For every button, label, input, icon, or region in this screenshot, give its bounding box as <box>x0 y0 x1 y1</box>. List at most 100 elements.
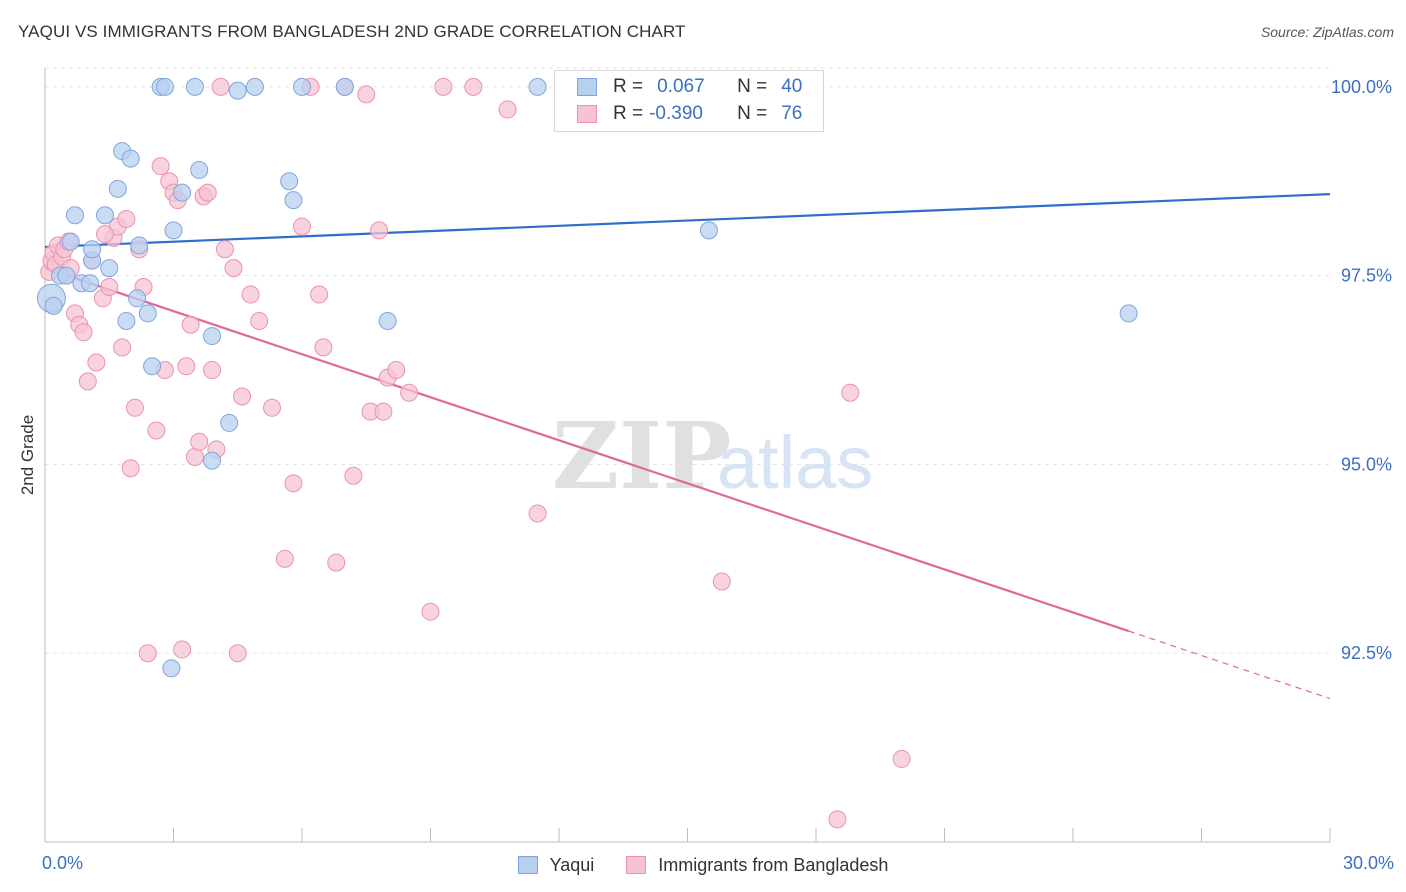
yaqui-point <box>173 183 192 202</box>
stats-legend: R = 0.067 N = 40 R = -0.390 N = 76 <box>554 70 824 132</box>
yaqui-point <box>190 160 209 179</box>
yaqui-point <box>293 77 311 96</box>
yaqui-point <box>80 274 99 293</box>
watermark-atlas: atlas <box>717 421 873 504</box>
yaqui-point <box>57 266 76 285</box>
gridlines <box>45 67 1330 654</box>
yaqui-point <box>164 221 183 240</box>
yaqui-point <box>335 77 354 96</box>
bangladesh-point <box>841 383 860 402</box>
bangladesh-point <box>224 259 243 278</box>
bangladesh-point <box>95 225 114 244</box>
bangladesh-point <box>250 311 269 330</box>
bangladesh-point <box>892 749 911 768</box>
yaqui-point <box>138 304 157 323</box>
y-tick-label: 100.0% <box>1331 77 1392 97</box>
bangladesh-point <box>228 644 247 663</box>
bangladesh-point <box>190 432 209 451</box>
bangladesh-point <box>327 553 346 572</box>
y-tick-label: 97.5% <box>1341 266 1392 286</box>
y-tick-label: 92.5% <box>1341 643 1392 663</box>
bangladesh-point <box>198 183 217 202</box>
yaqui-point <box>95 206 114 225</box>
stats-row-yaqui: R = 0.067 N = 40 <box>577 74 802 100</box>
bangladesh-point <box>828 810 847 829</box>
bangladesh-point <box>434 77 453 96</box>
bangladesh-trendline <box>44 267 1130 633</box>
bangladesh-point <box>528 504 547 523</box>
yaqui-point <box>699 221 718 240</box>
yaqui-point <box>228 81 247 100</box>
source-label: Source: ZipAtlas.com <box>1260 24 1394 40</box>
bangladesh-point <box>370 221 389 240</box>
bangladesh-point <box>203 361 222 380</box>
bangladesh-point <box>310 285 329 304</box>
bangladesh-point <box>215 240 234 259</box>
bangladesh-point <box>284 474 303 493</box>
bangladesh-point <box>74 323 93 342</box>
yaqui-point <box>155 77 174 96</box>
r-value: 0.067 <box>657 76 705 97</box>
bangladesh-point <box>387 361 406 380</box>
bangladesh-point <box>185 447 204 466</box>
r-value: -0.390 <box>649 103 703 124</box>
axes <box>44 68 1331 843</box>
yaqui-point <box>121 149 140 168</box>
legend-label-bangladesh: Immigrants from Bangladesh <box>658 854 889 875</box>
bangladesh-point <box>241 285 260 304</box>
yaqui-point <box>203 327 222 346</box>
y-tick-label: 95.0% <box>1341 454 1392 474</box>
bangladesh-trendline-extension <box>1128 630 1331 700</box>
legend-item-bangladesh[interactable]: Immigrants from Bangladesh <box>626 855 888 876</box>
bangladesh-point <box>121 459 140 478</box>
yaqui-point <box>108 179 127 198</box>
yaqui-point <box>83 240 102 259</box>
yaqui-point <box>61 232 80 251</box>
bangladesh-point <box>173 640 192 659</box>
bangladesh-point <box>263 398 282 417</box>
axis-labels: 100.0% 97.5% 95.0% 92.5% 0.0% 30.0% 2nd Grade <box>18 77 1394 873</box>
yaqui-point <box>528 77 547 96</box>
yaqui-point <box>100 259 119 278</box>
bangladesh-point <box>117 210 136 229</box>
bangladesh-point <box>712 572 731 591</box>
series-legend: Yaqui Immigrants from Bangladesh <box>0 852 1406 878</box>
bangladesh-point <box>151 157 170 176</box>
yaqui-point <box>143 357 162 376</box>
bangladesh-point <box>293 217 311 236</box>
x-tick-label: 0.0% <box>42 853 83 873</box>
watermark-zip: ZIP <box>552 402 731 510</box>
bangladesh-point <box>177 357 196 376</box>
bangladesh-point <box>421 602 440 621</box>
bangladesh-point <box>87 353 106 372</box>
bangladesh-point <box>100 277 119 296</box>
stats-row-bangladesh: R = -0.390 N = 76 <box>577 101 802 127</box>
n-label: N = <box>737 103 768 124</box>
yaqui-point <box>128 289 147 308</box>
bangladesh-point <box>211 77 230 96</box>
legend-item-yaqui[interactable]: Yaqui <box>517 854 595 876</box>
y-axis-label: 2nd Grade <box>18 415 37 495</box>
yaqui-point <box>280 172 299 191</box>
yaqui-point <box>245 77 264 96</box>
yaqui-point <box>1119 304 1138 323</box>
bangladesh-point <box>464 77 483 96</box>
bangladesh-point <box>147 421 166 440</box>
n-label: N = <box>737 76 768 97</box>
data-points <box>36 77 1138 829</box>
legend-label-yaqui: Yaqui <box>549 854 595 875</box>
yaqui-point <box>284 191 303 210</box>
yaqui-point <box>130 236 149 255</box>
blue-swatch <box>517 856 538 874</box>
x-tick-label: 30.0% <box>1343 853 1394 873</box>
trendlines <box>44 193 1331 700</box>
yaqui-point <box>162 659 181 678</box>
yaqui-point <box>117 311 136 330</box>
bangladesh-point <box>357 85 376 104</box>
bangladesh-point <box>181 315 200 334</box>
bangladesh-point <box>400 383 419 402</box>
yaqui-point <box>44 296 63 315</box>
bangladesh-point <box>275 549 294 568</box>
yaqui-point <box>203 451 222 470</box>
